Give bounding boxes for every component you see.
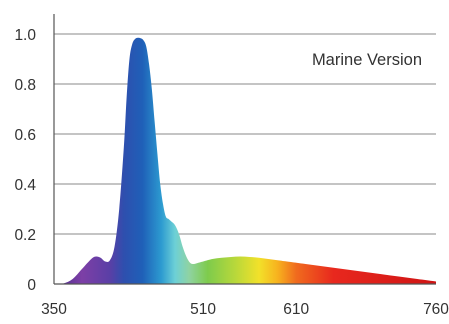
axes — [53, 14, 436, 285]
y-tick-label: 0.4 — [14, 177, 36, 194]
x-tick-label: 350 — [41, 301, 67, 318]
y-tick-label: 0.6 — [14, 127, 36, 144]
x-tick-label: 610 — [283, 301, 309, 318]
plot-area — [54, 37, 436, 285]
x-tick-label: 510 — [190, 301, 216, 318]
x-tick-label: 760 — [423, 301, 449, 318]
y-tick-label: 1.0 — [14, 27, 36, 44]
y-tick-label: 0.2 — [14, 227, 36, 244]
gridlines — [54, 33, 436, 235]
y-tick-labels: 0 0.2 0.4 0.6 0.8 1.0 — [14, 27, 36, 294]
x-tick-labels: 350 510 610 760 — [41, 301, 449, 318]
chart-annotation: Marine Version — [312, 51, 422, 69]
y-tick-label: 0.8 — [14, 77, 36, 94]
spectrum-area-series-0 — [54, 37, 436, 285]
y-tick-label: 0 — [27, 277, 36, 294]
